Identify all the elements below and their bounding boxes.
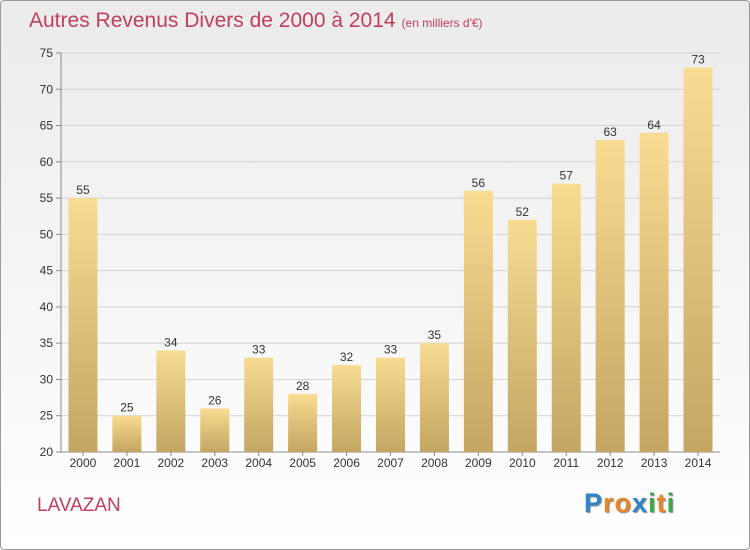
bar [507,219,537,452]
data-label: 73 [691,53,705,67]
data-label: 52 [516,205,530,219]
y-tick-label: 25 [40,409,54,423]
bar [200,408,230,452]
bar [156,350,186,452]
x-tick-label: 2009 [465,456,492,470]
chart-title-unit: (en milliers d'€) [401,16,483,30]
x-tick-label: 2012 [597,456,624,470]
y-tick-label: 70 [40,82,54,96]
bar [376,357,405,452]
place-name: LAVAZAN [37,495,121,516]
data-label: 32 [340,350,354,364]
data-label: 35 [428,328,442,342]
data-label: 33 [384,343,398,357]
y-tick-label: 40 [40,300,54,314]
y-tick-label: 55 [40,191,54,205]
bar [419,343,449,452]
bar [244,357,274,452]
x-tick-label: 2008 [421,456,448,470]
y-tick-label: 75 [40,46,54,60]
data-label: 33 [252,343,266,357]
proxiti-logo: Proxiti [584,488,675,519]
logo-letter: t [656,488,667,518]
data-label: 26 [208,393,222,407]
y-tick-label: 50 [40,227,54,241]
chart-title-main: Autres Revenus Divers de 2000 à 2014 [29,9,396,32]
data-label: 28 [296,379,310,393]
data-label: 63 [603,125,617,139]
bar [639,132,669,453]
logo-letter: o [614,488,633,518]
bar [551,183,581,452]
bar [112,415,142,452]
data-label: 34 [164,335,178,349]
y-tick-label: 60 [40,155,54,169]
x-tick-label: 2005 [289,456,316,470]
data-label: 56 [472,176,486,190]
x-tick-label: 2001 [114,456,141,470]
logo-letter: i [666,488,676,518]
x-tick-label: 2004 [245,456,272,470]
x-tick-label: 2002 [157,456,184,470]
x-tick-label: 2006 [333,456,360,470]
x-tick-label: 2000 [70,456,97,470]
x-tick-label: 2010 [509,456,536,470]
x-tick-label: 2011 [553,456,579,470]
logo-letter: P [584,488,604,518]
bar [683,67,713,452]
y-tick-label: 35 [40,336,54,350]
x-tick-label: 2013 [641,456,668,470]
data-label: 55 [76,183,90,197]
x-tick-label: 2014 [685,456,712,470]
bar [332,364,362,452]
bar [288,393,318,452]
bar [68,198,98,452]
logo-letter: i [648,488,657,518]
bar [463,190,493,452]
y-tick-label: 30 [40,372,54,386]
logo-letter: r [603,488,615,518]
data-label: 64 [647,118,661,132]
data-label: 25 [120,401,134,415]
logo-letter: x [632,488,649,518]
x-tick-label: 2003 [201,456,228,470]
y-tick-label: 45 [40,264,54,278]
bar [595,140,625,452]
data-label: 57 [560,169,574,183]
x-tick-label: 2007 [377,456,404,470]
y-tick-label: 65 [40,119,54,133]
chart-title: Autres Revenus Divers de 2000 à 2014 (en … [29,9,483,33]
y-tick-label: 20 [40,445,54,459]
